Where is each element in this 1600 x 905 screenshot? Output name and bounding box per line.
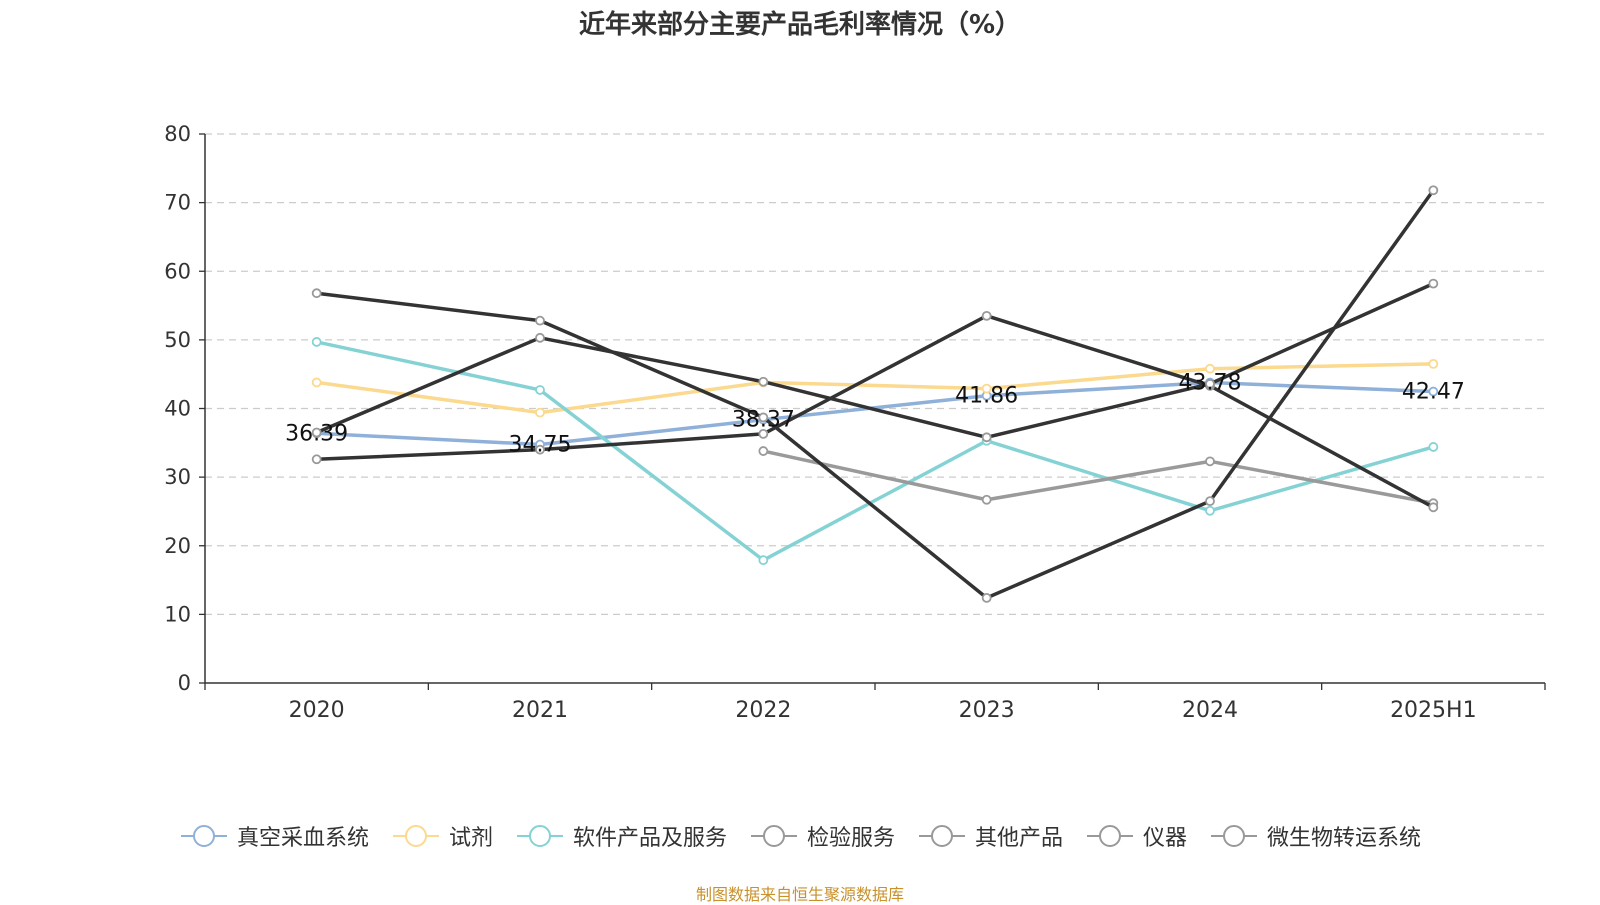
chart-title: 近年来部分主要产品毛利率情况（%） [578,10,1022,40]
data-point [981,593,992,603]
data-point [535,407,545,418]
series-6 [311,310,1439,513]
data-point [311,288,322,299]
x-tick-label: 2023 [959,698,1015,723]
x-tick-label: 2022 [735,698,791,723]
data-point [535,444,545,455]
data-label: 38.37 [732,408,795,433]
data-label: 36.39 [285,421,348,446]
legend: 真空采血系统 试剂 软件产品及服务 检验服务 其他产品 仪器 微生物转运系统 [0,820,1600,852]
legend-marker-icon [392,825,439,847]
legend-item[interactable]: 其他产品 [917,820,1063,852]
data-point [535,332,545,343]
x-tick-label: 2025H1 [1390,698,1477,723]
series-line [316,314,1435,509]
x-tick-label: 2021 [512,698,568,723]
series-line [316,189,1435,600]
data-point [1428,278,1439,289]
series-line [315,282,1435,440]
data-label: 43.78 [1179,371,1242,396]
data-point [981,383,992,394]
line-chart: 0 10 20 30 40 50 60 70 80 2020 2021 2022 2023 2024 202… [164,122,1546,723]
series-lines [311,185,1439,603]
series-1 [311,377,1439,450]
y-tick-label: 40 [164,397,191,421]
legend-marker-icon [1211,825,1258,847]
legend-item[interactable]: 微生物转运系统 [1209,820,1421,852]
data-point [535,385,545,395]
legend-label: 检验服务 [806,826,895,851]
legend-label: 软件产品及服务 [572,826,727,851]
legend-marker-icon [1087,825,1134,847]
legend-item[interactable]: 仪器 [1085,820,1187,852]
data-point [981,494,992,505]
data-point [311,454,322,465]
data-point [981,310,992,321]
data-point [311,377,322,388]
data-point [1205,378,1215,389]
legend-label: 真空采血系统 [236,826,369,851]
data-point [758,376,769,387]
data-point [535,315,545,326]
axes: 0 10 20 30 40 50 60 70 80 2020 2021 2022 2023 2024 202… [164,122,1546,723]
legend-marker-icon [750,825,797,847]
series-line [316,380,1434,447]
data-point [981,432,992,443]
y-tick-label: 20 [164,534,191,558]
legend-label: 其他产品 [975,826,1064,851]
series-5 [311,185,1439,603]
y-tick-label: 50 [164,328,191,352]
data-point [1205,505,1215,516]
legend-item[interactable]: 真空采血系统 [179,820,369,852]
data-point [1428,442,1439,452]
data-point [758,428,769,439]
data-point [1205,456,1215,467]
data-point [758,555,769,566]
data-point [1428,386,1439,397]
legend-marker-icon [919,825,965,847]
data-labels: 36.39 34.75 38.37 41.86 43.78 42.47 [285,371,1465,458]
data-point [311,427,322,438]
series-line [762,449,1434,505]
y-tick-label: 10 [164,602,191,626]
data-point [1428,502,1439,513]
legend-label: 试剂 [448,826,493,851]
series-7 [311,278,1439,443]
data-label: 41.86 [955,384,1018,409]
data-label: 42.47 [1402,380,1465,405]
y-tick-label: 80 [164,122,191,146]
y-tick-label: 60 [164,259,191,283]
y-tick-label: 0 [178,671,191,695]
legend-label: 仪器 [1143,826,1188,851]
x-tick-label: 2024 [1182,698,1238,723]
data-label: 34.75 [509,433,572,458]
data-point [311,337,322,347]
series-line [316,340,1434,562]
legend-item[interactable]: 试剂 [391,820,493,852]
data-point [1428,185,1439,196]
source-note: 制图数据来自恒生聚源数据库 [695,885,904,904]
data-point [1205,496,1215,507]
data-point [1205,363,1215,374]
legend-marker-icon [516,825,563,847]
legend-item[interactable]: 软件产品及服务 [515,820,727,852]
series-4 [758,446,1439,509]
data-point [758,412,769,423]
y-tick-label: 70 [164,191,191,215]
series-line [316,362,1434,415]
series-3 [311,337,1439,566]
legend-item[interactable]: 检验服务 [749,820,895,852]
legend-label: 微生物转运系统 [1267,826,1422,851]
x-tick-label: 2020 [289,698,345,723]
data-point [1428,358,1439,369]
data-point [758,446,769,456]
legend-marker-icon [180,825,227,847]
y-tick-label: 30 [164,465,191,489]
